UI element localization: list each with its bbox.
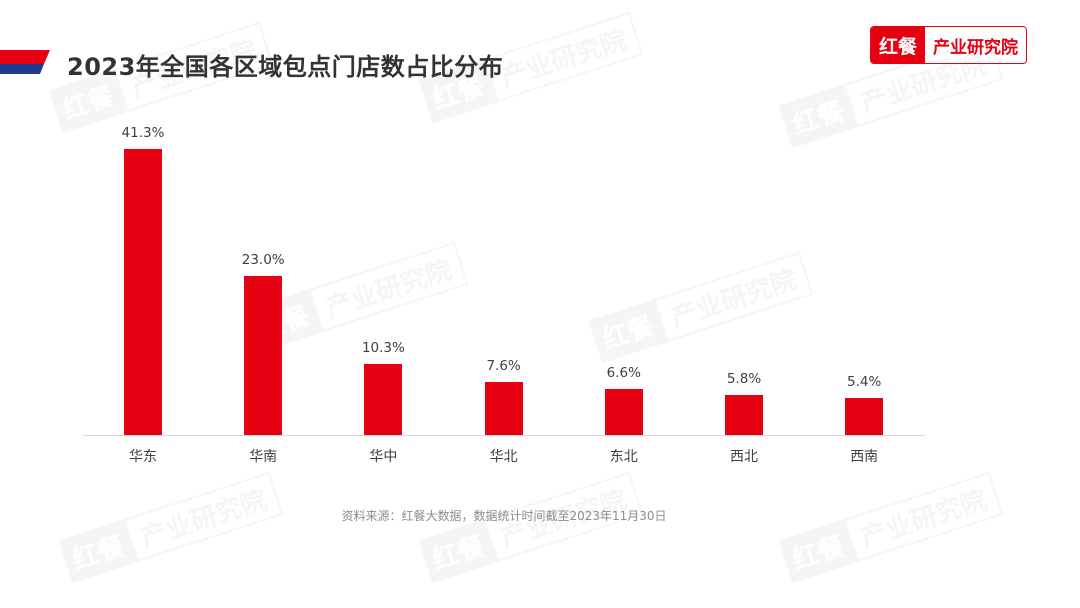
- logo-brand: 红餐: [871, 27, 926, 63]
- x-tick-label: 华北: [489, 449, 518, 465]
- bar-5: [725, 394, 763, 435]
- data-label: 41.3%: [121, 125, 165, 141]
- x-tick-label: 华中: [369, 449, 398, 465]
- bar-4: [604, 389, 643, 435]
- bar-0: [124, 149, 162, 435]
- x-tick-label: 华南: [249, 449, 278, 465]
- x-tick-label: 西南: [850, 449, 879, 465]
- x-tick-label: 华东: [129, 449, 157, 465]
- bar-6: [845, 397, 884, 435]
- title-banner-icon: [0, 50, 50, 74]
- x-tick-label: 西北: [730, 449, 758, 465]
- bar-1: [244, 275, 283, 435]
- data-label: 23.0%: [241, 251, 285, 268]
- page-title: 2023年全国各区域包点门店数占比分布: [67, 53, 504, 81]
- logo-subtitle: 产业研究院: [925, 27, 1027, 63]
- data-label: 6.6%: [606, 365, 641, 382]
- brand-logo: 红餐 产业研究院: [870, 26, 1028, 64]
- bar-3: [484, 382, 523, 435]
- source-note: 资料来源：红餐大数据，数据统计时间截至2023年11月30日: [341, 509, 667, 523]
- data-label: 5.4%: [847, 373, 882, 390]
- data-label: 5.8%: [726, 370, 762, 387]
- data-label: 7.6%: [486, 358, 521, 375]
- x-axis-line: [83, 435, 925, 436]
- x-tick-label: 东北: [609, 449, 638, 465]
- bar-2: [364, 363, 403, 435]
- data-label: 10.3%: [361, 339, 405, 356]
